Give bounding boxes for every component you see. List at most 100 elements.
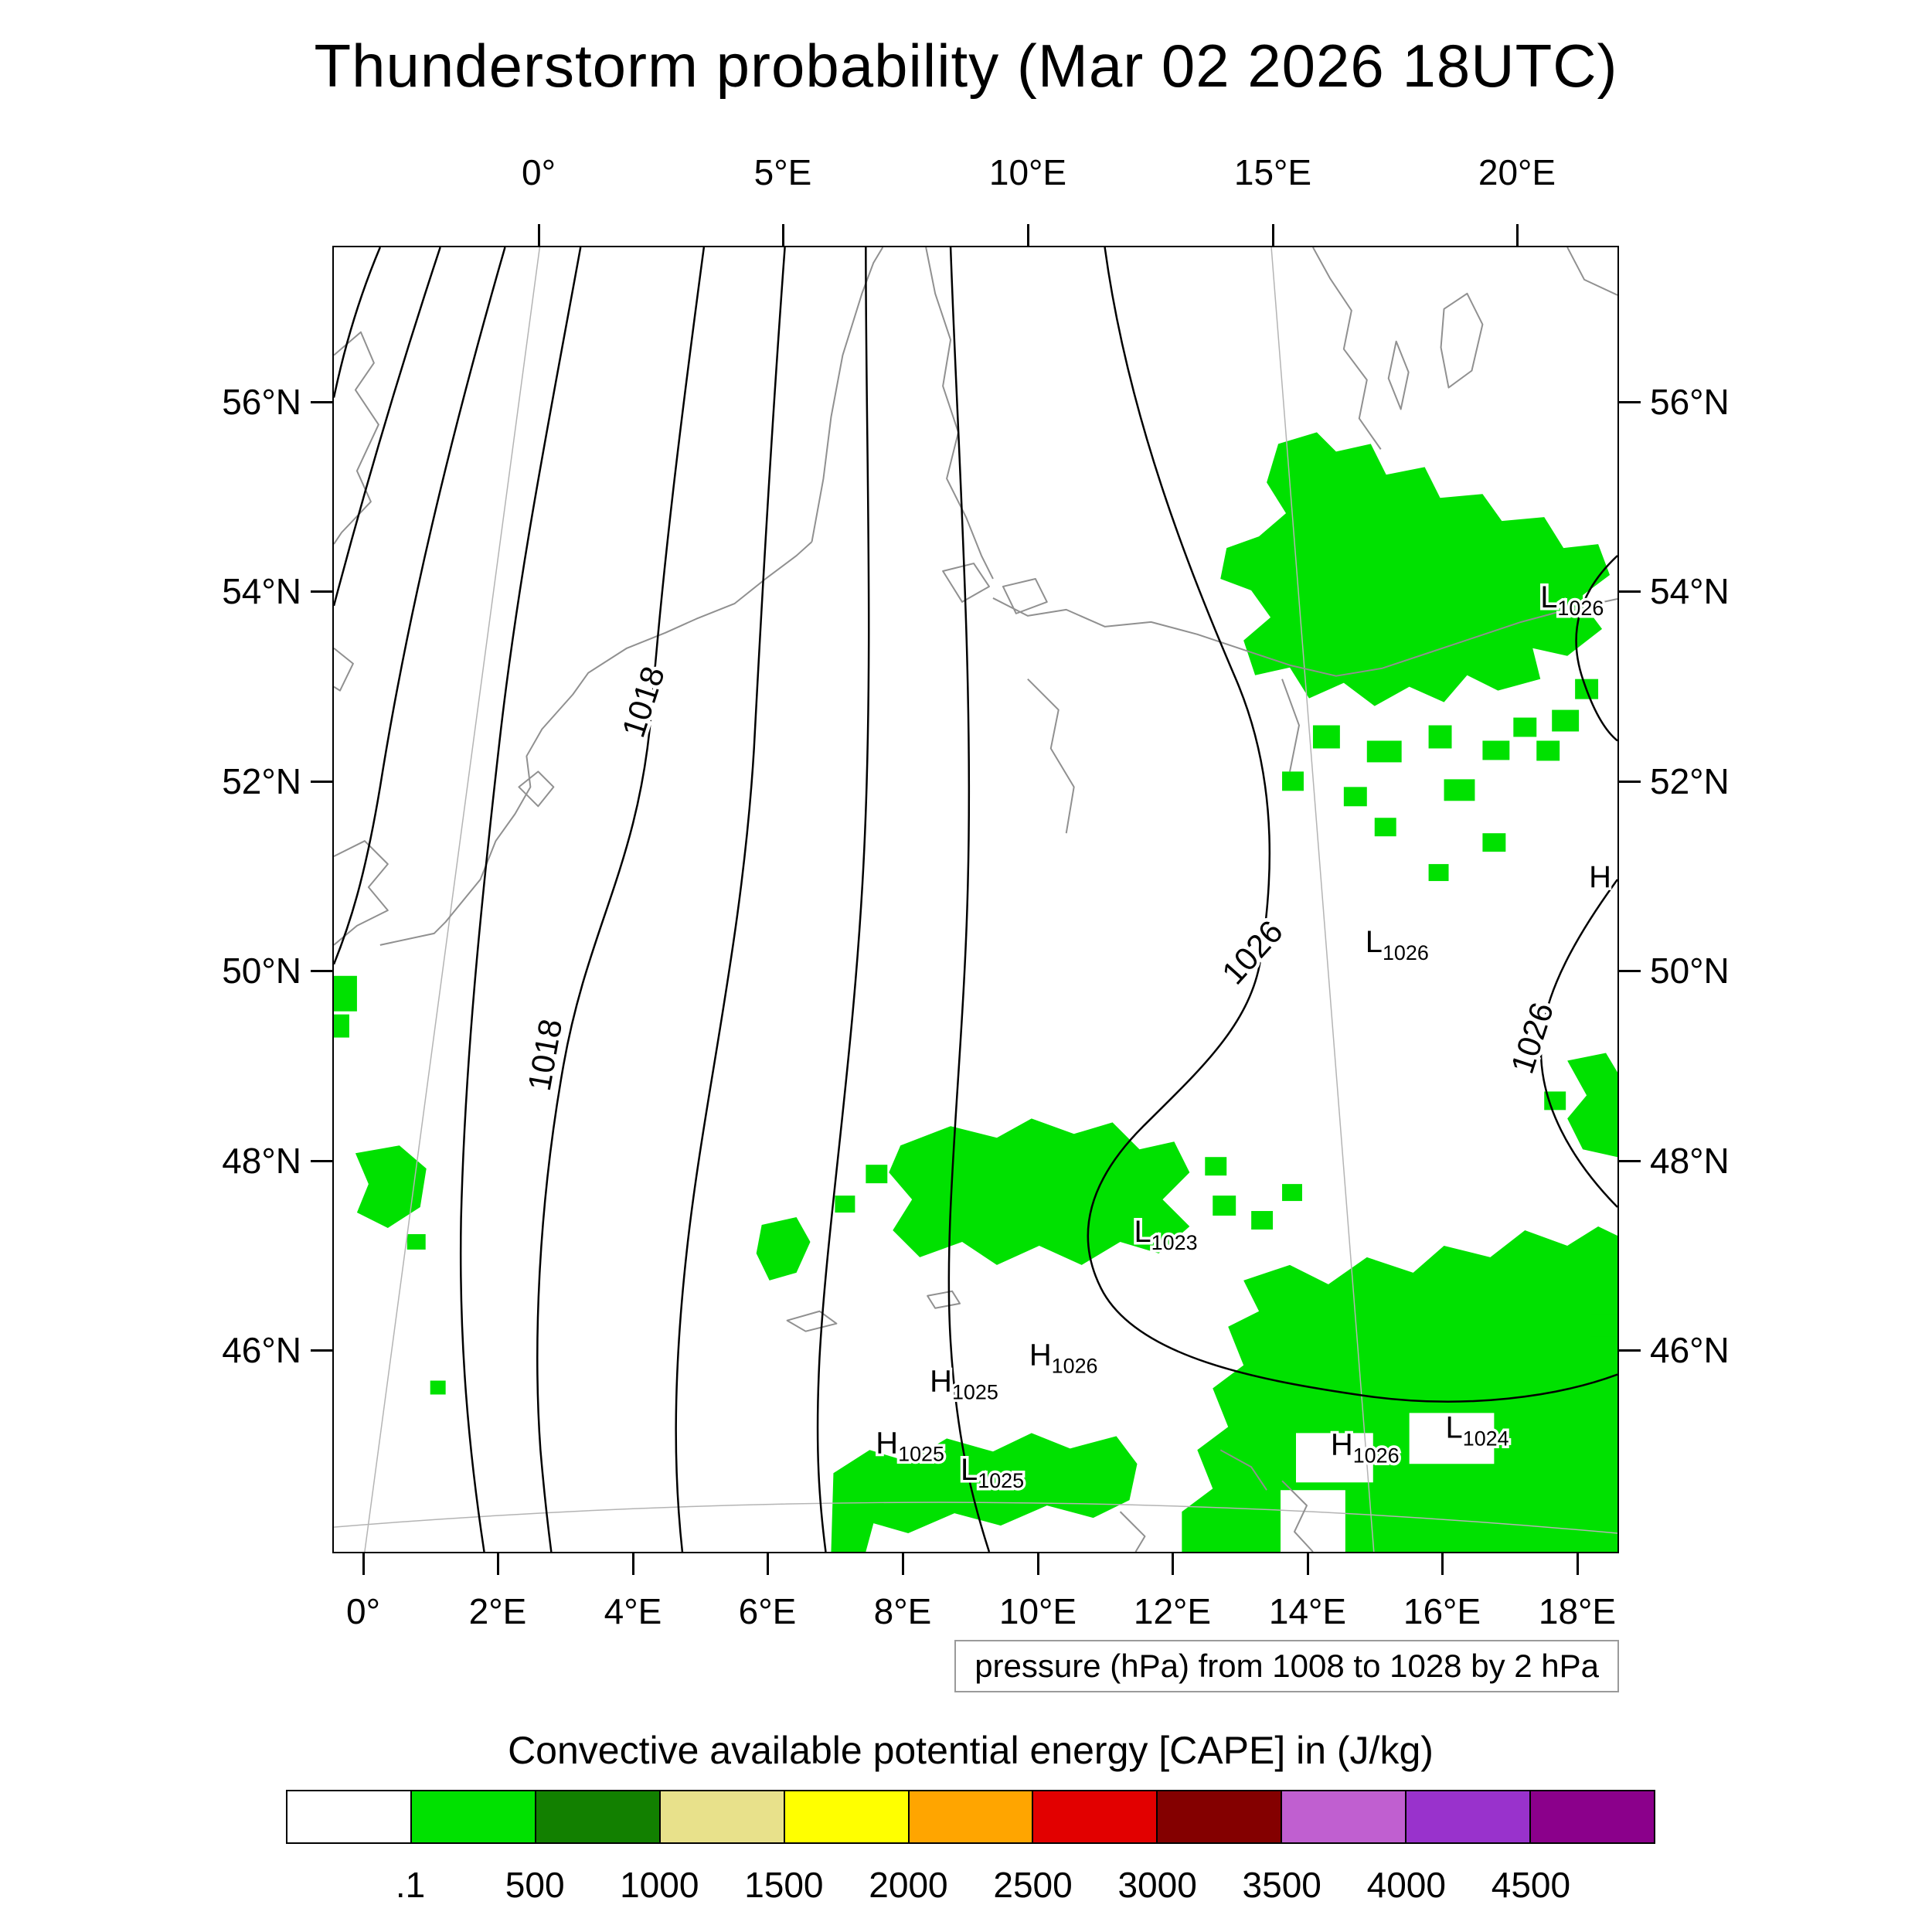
coastline bbox=[786, 1310, 838, 1332]
cape-speck bbox=[1343, 787, 1367, 807]
cape-speck bbox=[334, 975, 357, 1012]
top-axis-tick bbox=[1026, 224, 1029, 246]
left-axis-tick bbox=[311, 780, 332, 783]
bottom-axis-label: 6°E bbox=[738, 1591, 797, 1631]
coastline bbox=[379, 541, 813, 946]
bottom-axis-tick bbox=[496, 1553, 499, 1575]
coastline bbox=[334, 647, 354, 692]
coastline bbox=[925, 247, 994, 580]
isobar-contour bbox=[947, 247, 991, 1552]
pressure-marker: H1025 bbox=[876, 1426, 944, 1465]
isobar-contour bbox=[816, 247, 870, 1552]
coastline bbox=[334, 840, 389, 946]
right-axis-tick bbox=[1619, 590, 1641, 593]
colorbar-tick-label: 4500 bbox=[1491, 1865, 1571, 1905]
bottom-axis-tick bbox=[1036, 1553, 1039, 1575]
right-axis-label: 50°N bbox=[1650, 951, 1730, 991]
coastline bbox=[1387, 340, 1410, 410]
pressure-marker-letter: H bbox=[1331, 1427, 1353, 1461]
bottom-axis-tick bbox=[901, 1553, 904, 1575]
left-axis-label: 54°N bbox=[222, 571, 301, 611]
pressure-marker: H bbox=[1589, 860, 1611, 894]
colorbar-tick-label: 2000 bbox=[869, 1865, 948, 1905]
coastline bbox=[1566, 247, 1617, 296]
cape-area bbox=[1567, 1053, 1617, 1158]
bottom-axis-tick bbox=[1306, 1553, 1309, 1575]
colorbar-tick-label: 1500 bbox=[744, 1865, 824, 1905]
cape-speck bbox=[1282, 1184, 1302, 1202]
bottom-axis-tick bbox=[1440, 1553, 1444, 1575]
top-axis-label: 0° bbox=[522, 152, 556, 192]
contour-label: 1018 bbox=[614, 662, 671, 742]
isobar-contour bbox=[334, 247, 506, 965]
cape-area bbox=[355, 1145, 427, 1228]
colorbar-cell bbox=[1405, 1791, 1530, 1842]
pressure-marker-letter: L bbox=[1540, 580, 1557, 614]
top-axis-tick bbox=[1515, 224, 1519, 246]
right-axis-label: 56°N bbox=[1650, 382, 1730, 422]
pressure-marker-value: 1024 bbox=[1463, 1427, 1509, 1450]
coastline bbox=[1119, 1511, 1146, 1552]
cape-speck bbox=[1482, 833, 1506, 852]
bottom-axis-tick bbox=[1171, 1553, 1174, 1575]
pressure-marker-value: 1026 bbox=[1353, 1444, 1400, 1467]
right-axis-label: 52°N bbox=[1650, 761, 1730, 801]
right-axis-tick bbox=[1619, 1159, 1641, 1162]
isobar-contour bbox=[334, 247, 441, 607]
top-axis-label: 5°E bbox=[753, 152, 812, 192]
bottom-axis-label: 16°E bbox=[1403, 1591, 1481, 1631]
bottom-axis-tick bbox=[362, 1553, 365, 1575]
colorbar-cell bbox=[907, 1791, 1032, 1842]
coastline bbox=[1440, 292, 1484, 389]
coastline bbox=[1281, 1480, 1314, 1552]
pressure-marker-letter: L bbox=[1446, 1410, 1463, 1444]
coastline bbox=[811, 247, 884, 543]
right-axis-label: 48°N bbox=[1650, 1141, 1730, 1181]
map-plot: 1018101810261026L1026HL1026L1023H1026H10… bbox=[334, 247, 1617, 1552]
pressure-marker: H1026 bbox=[1029, 1338, 1098, 1378]
pressure-marker: H1025 bbox=[930, 1364, 998, 1403]
colorbar bbox=[286, 1790, 1655, 1844]
cape-speck bbox=[1552, 709, 1580, 732]
isobar-contour bbox=[1087, 247, 1617, 1403]
colorbar-cell bbox=[1529, 1791, 1654, 1842]
isobar-contour bbox=[1575, 555, 1617, 742]
pressure-caption: pressure (hPa) from 1008 to 1028 by 2 hP… bbox=[954, 1640, 1619, 1692]
top-axis-label: 15°E bbox=[1233, 152, 1312, 192]
colorbar-tick-label: .1 bbox=[395, 1865, 426, 1905]
colorbar-tick-label: 4000 bbox=[1366, 1865, 1446, 1905]
top-axis-label: 10°E bbox=[988, 152, 1067, 192]
pressure-marker-letter: L bbox=[1366, 925, 1383, 959]
left-axis-tick bbox=[311, 400, 332, 403]
cape-speck bbox=[1482, 740, 1510, 760]
cape-area bbox=[756, 1217, 811, 1281]
right-axis-label: 54°N bbox=[1650, 571, 1730, 611]
cape-speck bbox=[334, 1014, 349, 1038]
colorbar-tick-label: 3500 bbox=[1242, 1865, 1321, 1905]
cape-speck bbox=[1213, 1196, 1236, 1216]
map-frame: 1018 1018 1026 1026 L1026 H L1026 L1023 H1026 H10… bbox=[332, 246, 1619, 1553]
bottom-axis-label: 8°E bbox=[873, 1591, 932, 1631]
pressure-marker-value: 1026 bbox=[1052, 1355, 1098, 1378]
left-axis-tick bbox=[311, 1159, 332, 1162]
pressure-marker-letter: L bbox=[1134, 1215, 1151, 1249]
colorbar-cell bbox=[1281, 1791, 1406, 1842]
cape-speck bbox=[1251, 1211, 1274, 1230]
pressure-marker-value: 1025 bbox=[978, 1469, 1024, 1492]
right-axis-tick bbox=[1619, 400, 1641, 403]
contour-label: 1026 bbox=[1504, 998, 1560, 1078]
cape-speck bbox=[1312, 725, 1340, 749]
top-axis-tick bbox=[781, 224, 784, 246]
cape-speck bbox=[1428, 725, 1452, 749]
cape-speck bbox=[1366, 740, 1402, 763]
cape-speck bbox=[1374, 818, 1396, 837]
left-axis-tick bbox=[311, 1349, 332, 1352]
pressure-marker-value: 1025 bbox=[952, 1380, 998, 1403]
pressure-marker: L1025 bbox=[961, 1453, 1024, 1492]
left-axis-label: 48°N bbox=[222, 1141, 301, 1181]
cape-speck bbox=[1536, 740, 1560, 761]
bottom-axis-tick bbox=[631, 1553, 634, 1575]
bottom-axis-label: 18°E bbox=[1538, 1591, 1617, 1631]
cape-speck bbox=[1444, 779, 1475, 801]
